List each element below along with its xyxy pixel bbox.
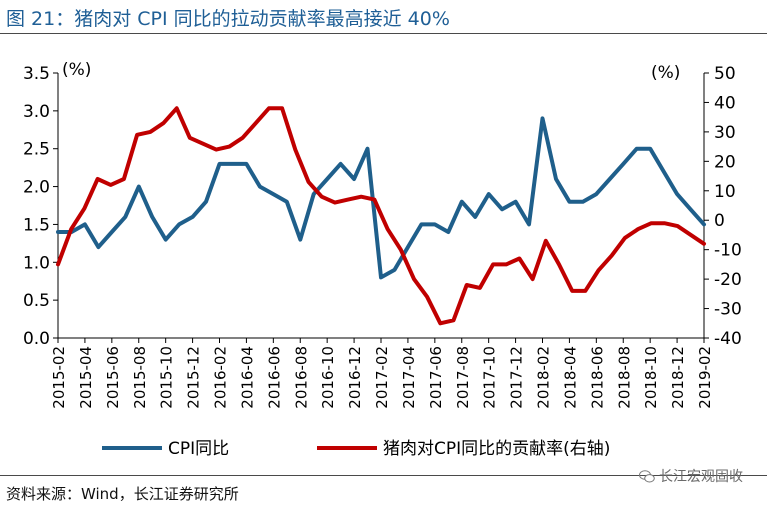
left-tick-label: 2.0 <box>23 178 50 198</box>
left-tick-label: 3.0 <box>23 102 50 122</box>
left-tick-label: 3.5 <box>23 64 50 84</box>
pork-contribution-line <box>56 106 706 326</box>
right-tick-label: -40 <box>714 329 742 349</box>
right-tick-label: 30 <box>714 123 736 143</box>
x-tick-label: 2016-12 <box>346 346 364 409</box>
x-tick-label: 2017-10 <box>481 346 499 409</box>
x-tick-label: 2015-08 <box>131 346 149 409</box>
x-tick-label: 2016-10 <box>319 346 337 409</box>
x-tick-label: 2015-06 <box>104 346 122 409</box>
right-axis-unit: (%) <box>651 63 680 83</box>
right-tick-label: 20 <box>714 152 736 172</box>
chart-axes: 0.0 0.5 1.0 1.5 2.0 2.5 3.0 3.5 -40 -30 -20 -10 0 10 2… <box>23 60 742 409</box>
x-tick-label: 2018-10 <box>642 346 660 409</box>
wechat-icon <box>639 469 655 483</box>
x-tick-label: 2017-02 <box>373 346 391 409</box>
left-tick-label: 1.5 <box>23 215 50 235</box>
footer-divider <box>0 475 767 476</box>
left-tick-label: 1.0 <box>23 253 50 273</box>
chart-title: 图 21：猪肉对 CPI 同比的拉动贡献率最高接近 40% <box>6 8 450 30</box>
title-divider <box>0 33 767 34</box>
right-tick-label: 10 <box>714 182 736 202</box>
chart-legend: CPI同比 猪肉对CPI同比的贡献率(右轴) <box>102 439 610 459</box>
x-tick-label: 2015-02 <box>50 346 68 409</box>
right-tick-label: -10 <box>714 241 742 261</box>
x-tick-label: 2018-02 <box>535 346 553 409</box>
cpi-yoy-line <box>56 116 706 280</box>
left-axis-unit: (%) <box>62 60 91 80</box>
x-tick-label: 2019-02 <box>696 346 714 409</box>
x-tick-label: 2016-04 <box>238 346 256 409</box>
x-tick-label: 2017-12 <box>508 346 526 409</box>
x-tick-label: 2018-04 <box>561 346 579 409</box>
right-tick-label: 0 <box>714 211 725 231</box>
chart-series <box>56 106 706 326</box>
left-tick-label: 0.0 <box>23 329 50 349</box>
legend-label: 猪肉对CPI同比的贡献率(右轴) <box>383 439 610 459</box>
right-tick-label: 40 <box>714 93 736 113</box>
x-tick-label: 2017-06 <box>427 346 445 409</box>
source-note: 资料来源：Wind，长江证券研究所 <box>6 485 239 503</box>
line-chart: 0.0 0.5 1.0 1.5 2.0 2.5 3.0 3.5 -40 -30 -20 -10 0 10 2… <box>23 60 742 459</box>
x-tick-label: 2017-08 <box>454 346 472 409</box>
right-tick-label: 50 <box>714 64 736 84</box>
watermark-text: 长江宏观固收 <box>659 469 743 485</box>
watermark: 长江宏观固收 <box>639 466 743 486</box>
x-tick-label: 2016-02 <box>212 346 230 409</box>
x-tick-label: 2015-12 <box>185 346 203 409</box>
left-tick-label: 0.5 <box>23 291 50 311</box>
right-tick-label: -30 <box>714 300 742 320</box>
right-tick-label: -20 <box>714 270 742 290</box>
left-tick-label: 2.5 <box>23 140 50 160</box>
x-tick-label: 2015-04 <box>77 346 95 409</box>
x-tick-label: 2016-06 <box>265 346 283 409</box>
x-tick-label: 2018-06 <box>588 346 606 409</box>
legend-label: CPI同比 <box>168 439 229 459</box>
x-tick-label: 2015-10 <box>158 346 176 409</box>
x-tick-label: 2018-08 <box>615 346 633 409</box>
x-tick-label: 2018-12 <box>669 346 687 409</box>
x-tick-label: 2017-04 <box>400 346 418 409</box>
x-tick-label: 2016-08 <box>292 346 310 409</box>
